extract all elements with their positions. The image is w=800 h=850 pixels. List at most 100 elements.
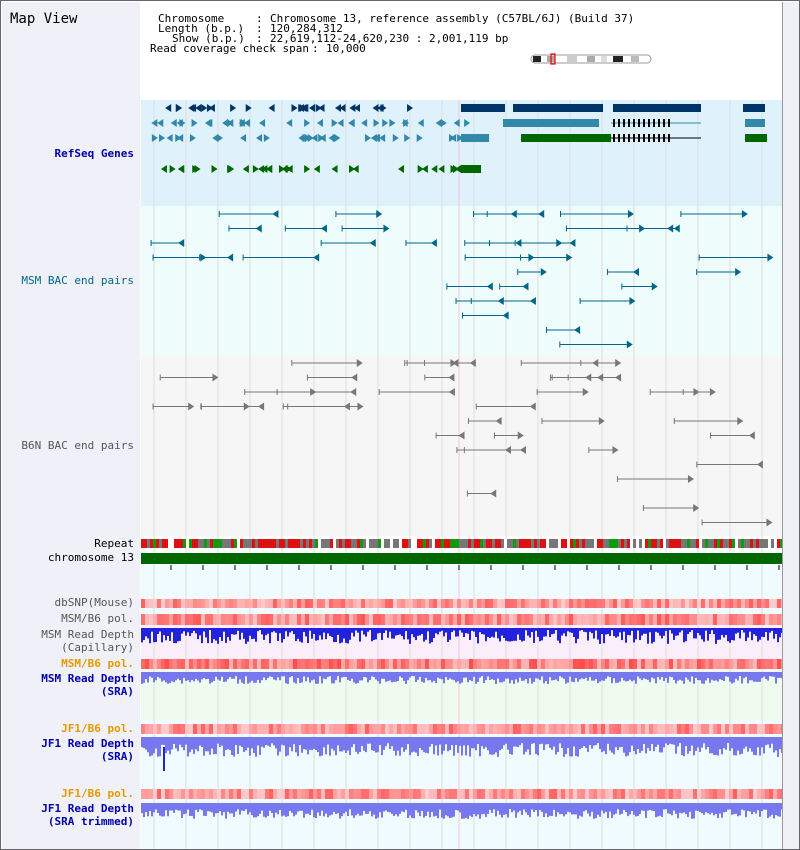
read-depth-bar xyxy=(221,803,223,816)
read-depth-bar xyxy=(175,737,177,749)
read-depth-bar xyxy=(561,672,563,678)
polymorphism-cell xyxy=(777,724,781,734)
read-depth-bar xyxy=(705,628,707,631)
track-label-jf1-depth-sra[interactable]: JF1 Read Depth xyxy=(41,737,134,750)
polymorphism-cell xyxy=(497,724,501,734)
read-depth-bar xyxy=(437,737,439,756)
chromosome-ideogram[interactable] xyxy=(529,53,655,65)
read-depth-bar xyxy=(513,737,515,747)
polymorphism-cell xyxy=(685,724,689,734)
msm-bac-end-arrow xyxy=(566,253,573,262)
read-depth-bar xyxy=(527,628,529,636)
refseq-gene-glyph xyxy=(455,165,462,173)
read-depth-bar xyxy=(261,803,263,811)
polymorphism-cell xyxy=(349,614,353,625)
polymorphism-cell xyxy=(161,724,165,734)
read-depth-bar xyxy=(589,672,591,678)
repeat-segment xyxy=(165,539,168,548)
read-depth-bar xyxy=(515,672,517,680)
polymorphism-cell xyxy=(705,659,709,669)
read-depth-bar xyxy=(475,672,477,684)
track-label-jf1-b6-pol[interactable]: JF1/B6 pol. xyxy=(61,722,134,735)
repeat-segment xyxy=(432,539,435,548)
polymorphism-cell xyxy=(537,724,541,734)
read-depth-bar xyxy=(359,803,361,816)
read-depth-bar xyxy=(293,803,295,817)
read-depth-bar xyxy=(561,737,563,748)
track-label-msm-b6-pol[interactable]: MSM/B6 pol. xyxy=(61,612,134,625)
track-label-repeat[interactable]: Repeat xyxy=(94,537,134,550)
read-depth-bar xyxy=(649,672,651,683)
read-depth-bar xyxy=(735,628,737,634)
polymorphism-cell xyxy=(185,599,189,608)
track-label-jf1-depth-trimmed[interactable]: JF1 Read Depth xyxy=(41,802,134,815)
read-depth-bar xyxy=(185,672,187,681)
refseq-gene-glyph xyxy=(450,165,457,173)
read-depth-bar xyxy=(295,803,297,815)
track-label-msm-depth-sra[interactable]: MSM Read Depth xyxy=(41,672,134,685)
polymorphism-cell xyxy=(745,599,749,608)
polymorphism-cell xyxy=(609,614,613,625)
read-depth-bar xyxy=(337,737,339,746)
read-depth-bar xyxy=(525,737,527,752)
refseq-gene-glyph xyxy=(286,119,293,127)
read-depth-bar xyxy=(613,737,615,755)
read-depth-bar xyxy=(371,803,373,817)
read-depth-bar xyxy=(755,628,757,636)
read-depth-bar xyxy=(241,672,243,683)
read-depth-bar xyxy=(599,672,601,682)
refseq-gene-glyph xyxy=(298,104,305,112)
track-label-dbsnp[interactable]: dbSNP(Mouse) xyxy=(54,596,134,609)
read-depth-bar xyxy=(511,672,513,681)
repeat-segment xyxy=(678,539,681,548)
read-depth-bar xyxy=(363,737,365,751)
read-depth-bar xyxy=(303,628,305,633)
polymorphism-cell xyxy=(217,659,221,669)
track-label-msm-b6-pol-2[interactable]: MSM/B6 pol. xyxy=(61,657,134,670)
read-depth-bar xyxy=(515,628,517,641)
polymorphism-cell xyxy=(745,614,749,625)
polymorphism-cell xyxy=(249,724,253,734)
read-depth-bar xyxy=(661,672,663,678)
read-depth-bar xyxy=(571,672,573,682)
polymorphism-cell xyxy=(517,659,521,669)
polymorphism-cell xyxy=(149,659,153,669)
read-depth-bar xyxy=(697,803,699,811)
polymorphism-cell xyxy=(481,724,485,734)
polymorphism-cell xyxy=(713,614,717,625)
read-depth-bar xyxy=(441,672,443,680)
genome-tracks-canvas[interactable] xyxy=(141,2,782,849)
track-label-b6n-bac[interactable]: B6N BAC end pairs xyxy=(21,439,134,452)
polymorphism-cell xyxy=(321,599,325,608)
track-label-refseq[interactable]: RefSeq Genes xyxy=(54,147,134,160)
polymorphism-cell xyxy=(301,724,305,734)
read-depth-bar xyxy=(283,803,285,816)
read-depth-bar xyxy=(499,628,501,642)
b6n-bac-end-arrow xyxy=(258,402,265,411)
read-depth-bar xyxy=(573,628,575,638)
read-depth-bar xyxy=(659,803,661,816)
right-scroll-gutter[interactable] xyxy=(782,2,799,849)
polymorphism-cell xyxy=(397,659,401,669)
read-depth-bar xyxy=(765,628,767,633)
read-depth-bar xyxy=(249,737,251,756)
repeat-segment xyxy=(249,539,252,548)
track-label-chromosome[interactable]: chromosome 13 xyxy=(47,551,134,564)
polymorphism-cell xyxy=(729,724,733,734)
read-depth-bar xyxy=(723,803,725,813)
repeat-segment xyxy=(267,539,270,548)
track-label-msm-bac[interactable]: MSM BAC end pairs xyxy=(21,274,134,287)
read-depth-bar xyxy=(383,628,385,633)
polymorphism-cell xyxy=(633,724,637,734)
refseq-gene-glyph xyxy=(404,134,411,142)
read-depth-bar xyxy=(271,803,273,814)
polymorphism-cell xyxy=(589,724,593,734)
track-label-msm-depth-capillary[interactable]: MSM Read Depth xyxy=(41,628,134,641)
read-depth-bar xyxy=(433,628,435,639)
track-label-jf1-b6-pol-2[interactable]: JF1/B6 pol. xyxy=(61,787,134,800)
polymorphism-cell xyxy=(245,614,249,625)
polymorphism-cell xyxy=(217,789,221,799)
polymorphism-cell xyxy=(757,599,761,608)
read-depth-bar xyxy=(545,737,547,745)
read-depth-bar xyxy=(639,737,641,753)
